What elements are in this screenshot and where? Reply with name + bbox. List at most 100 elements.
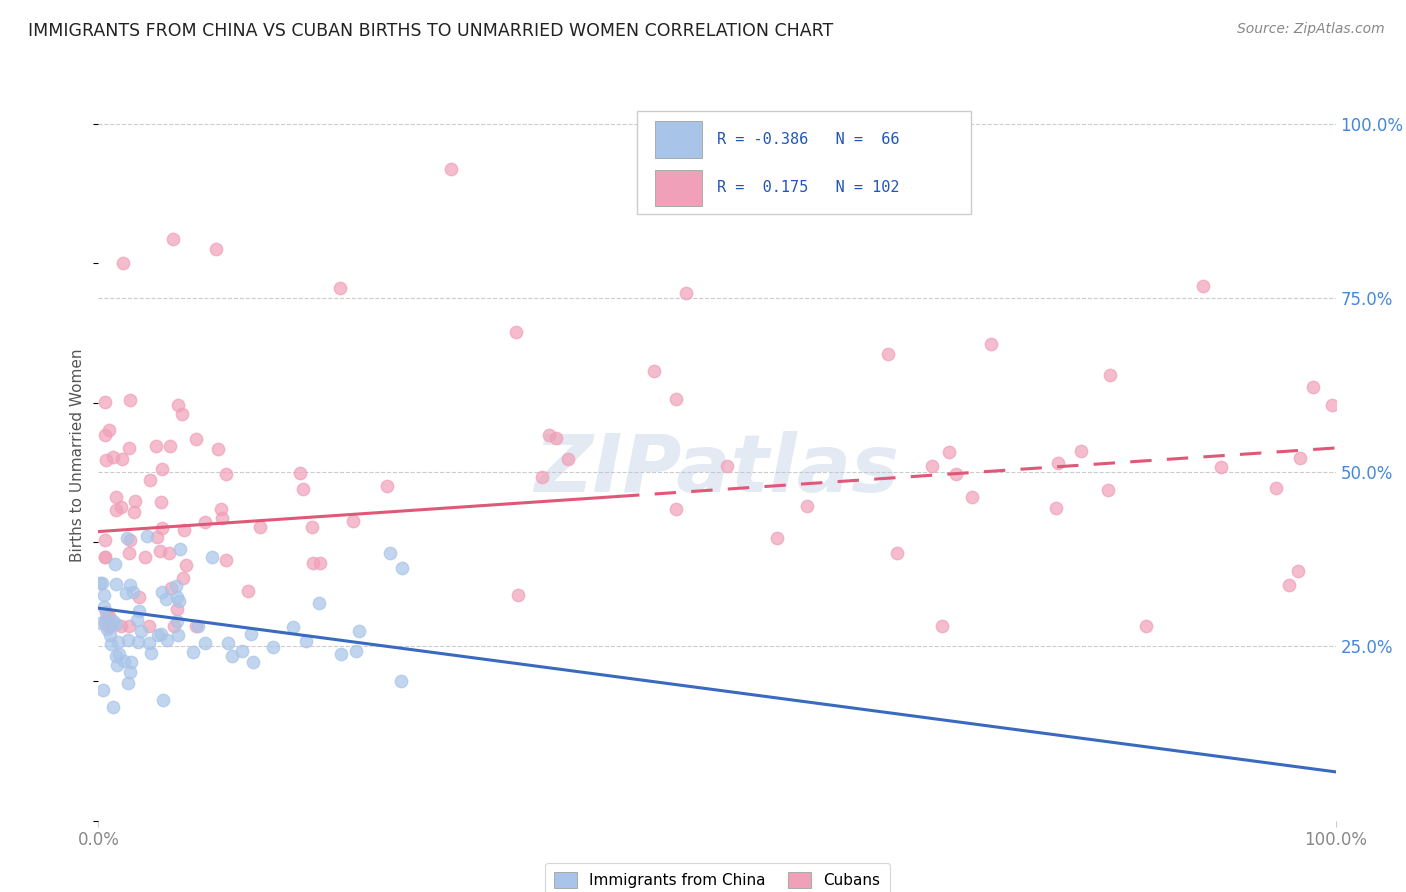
- Point: [207, 442, 229, 457]
- Point: [127, 635, 149, 649]
- Point: [962, 490, 984, 504]
- Point: [128, 590, 150, 604]
- Point: [104, 617, 127, 632]
- Point: [101, 700, 124, 714]
- Point: [121, 585, 143, 599]
- Point: [1097, 483, 1119, 497]
- Point: [249, 520, 271, 534]
- Point: [665, 501, 688, 516]
- Point: [380, 546, 402, 560]
- Point: [1192, 278, 1215, 293]
- Point: [172, 571, 194, 585]
- Point: [104, 558, 127, 572]
- Point: [530, 470, 553, 484]
- Point: [120, 533, 142, 548]
- Point: [288, 466, 311, 480]
- Point: [118, 442, 141, 456]
- Point: [104, 490, 127, 504]
- Point: [117, 676, 139, 690]
- Point: [149, 544, 172, 558]
- Point: [546, 431, 568, 445]
- Point: [308, 557, 330, 571]
- Point: [108, 647, 131, 661]
- Point: [1288, 450, 1310, 465]
- Point: [118, 578, 141, 592]
- Point: [217, 636, 239, 650]
- Text: R =  0.175   N = 102: R = 0.175 N = 102: [717, 180, 900, 195]
- Point: [329, 281, 352, 295]
- Point: [308, 596, 330, 610]
- Point: [118, 665, 141, 680]
- Point: [166, 614, 188, 628]
- Point: [211, 511, 233, 525]
- Point: [94, 453, 117, 467]
- Point: [344, 644, 367, 658]
- Point: [301, 556, 323, 570]
- Point: [107, 635, 129, 649]
- Point: [1047, 456, 1070, 470]
- Point: [938, 445, 960, 459]
- Point: [152, 693, 174, 707]
- Point: [100, 618, 122, 632]
- Point: [231, 644, 253, 658]
- Point: [93, 533, 115, 547]
- Point: [129, 624, 152, 638]
- Point: [1302, 380, 1324, 394]
- Point: [125, 613, 148, 627]
- Point: [93, 599, 115, 614]
- Point: [150, 461, 173, 475]
- Point: [295, 633, 318, 648]
- Point: [716, 458, 738, 473]
- Legend: Immigrants from China, Cubans: Immigrants from China, Cubans: [544, 863, 890, 892]
- Point: [921, 458, 943, 473]
- Point: [110, 500, 132, 514]
- Point: [166, 602, 188, 616]
- Point: [101, 450, 124, 465]
- Point: [118, 546, 141, 560]
- Point: [110, 618, 132, 632]
- Point: [242, 655, 264, 669]
- Point: [101, 615, 124, 629]
- Point: [330, 647, 353, 661]
- Point: [134, 549, 156, 564]
- Point: [796, 499, 818, 513]
- Point: [240, 627, 263, 641]
- Point: [931, 618, 953, 632]
- Point: [93, 395, 115, 409]
- Point: [557, 452, 579, 467]
- Point: [1135, 618, 1157, 632]
- Point: [169, 593, 191, 607]
- Point: [174, 558, 197, 573]
- Point: [97, 423, 120, 437]
- Point: [215, 467, 238, 482]
- Point: [112, 654, 135, 668]
- Point: [1209, 460, 1232, 475]
- Point: [391, 561, 413, 575]
- FancyBboxPatch shape: [655, 121, 702, 158]
- Point: [167, 628, 190, 642]
- Point: [347, 624, 370, 639]
- Point: [184, 618, 207, 632]
- Point: [173, 524, 195, 538]
- Point: [165, 579, 187, 593]
- Point: [138, 636, 160, 650]
- Text: R = -0.386   N =  66: R = -0.386 N = 66: [717, 132, 900, 147]
- Text: Source: ZipAtlas.com: Source: ZipAtlas.com: [1237, 22, 1385, 37]
- Point: [155, 592, 177, 607]
- Point: [159, 546, 181, 560]
- Point: [136, 529, 159, 543]
- Point: [145, 439, 167, 453]
- Point: [139, 473, 162, 487]
- Point: [100, 637, 122, 651]
- Point: [166, 590, 188, 604]
- Point: [124, 494, 146, 508]
- Point: [945, 467, 967, 482]
- Point: [105, 658, 128, 673]
- Point: [149, 626, 172, 640]
- Point: [342, 514, 364, 528]
- Point: [97, 618, 120, 632]
- Point: [181, 644, 204, 658]
- Point: [194, 635, 217, 649]
- Point: [141, 646, 163, 660]
- Point: [1099, 368, 1122, 382]
